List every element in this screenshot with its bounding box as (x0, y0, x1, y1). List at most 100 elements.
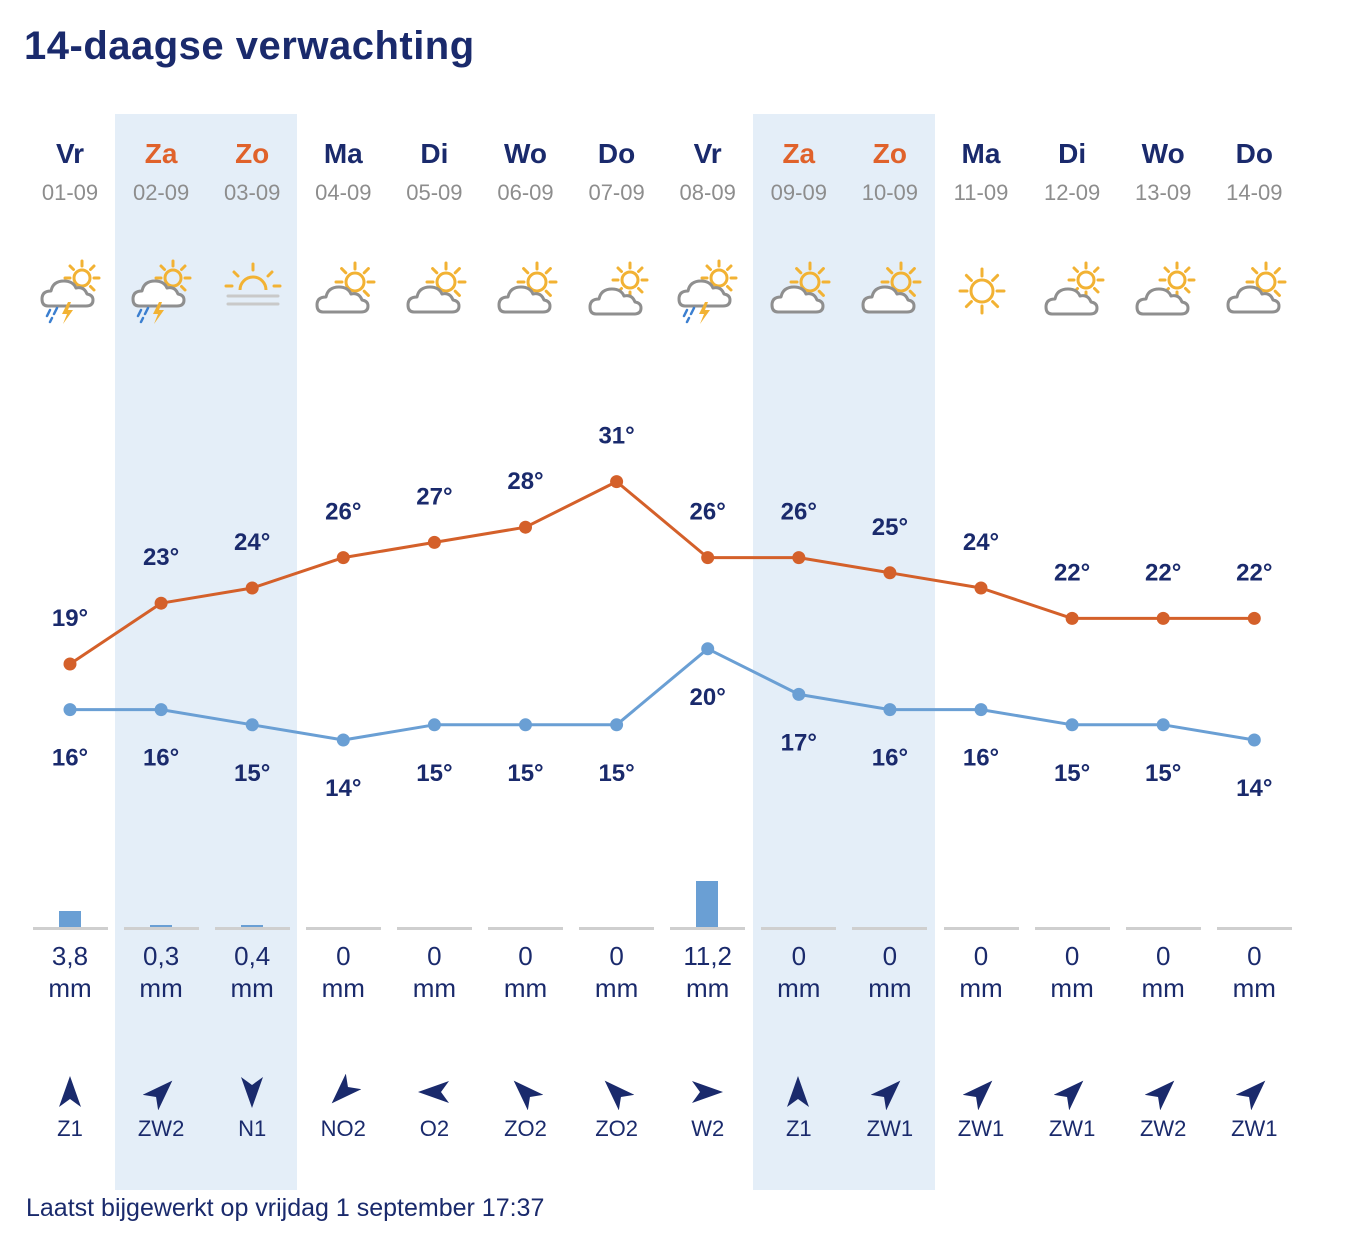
rain-unit: mm (503, 973, 548, 1003)
day-column: Vr 08-09 11,2 mm W2 (662, 0, 753, 1259)
day-date: 06-09 (497, 180, 554, 205)
wind-label: ZW1 (866, 1116, 914, 1141)
day-date: 04-09 (315, 180, 372, 205)
day-name: Zo (872, 138, 907, 169)
wind-direction-arrow-icon (871, 1080, 901, 1110)
wind-label: ZW1 (957, 1116, 1005, 1141)
rain-amount: 0,3 (143, 941, 180, 971)
wind-label: ZW1 (1231, 1116, 1278, 1141)
rain-amount: 0 (609, 941, 624, 971)
partly-cloudy-icon (770, 261, 831, 314)
wind-direction-arrow-icon (417, 1081, 449, 1103)
day-column: Wo 06-09 0 mm ZO2 (480, 0, 571, 1259)
sun-cloud-rain-lightning-icon (677, 259, 738, 324)
rain-amount: 0 (1247, 941, 1262, 971)
wind-direction-arrow-icon (513, 1080, 543, 1110)
rain-unit: mm (1141, 973, 1185, 1003)
rain-bar (240, 925, 263, 927)
wind-direction-arrow-icon (1053, 1080, 1083, 1110)
page-title: 14-daagse verwachting (24, 24, 475, 68)
rain-baseline (1216, 927, 1292, 930)
mostly-cloudy-icon (588, 261, 649, 316)
wind-label: ZO2 (595, 1116, 638, 1141)
wind-label: ZW1 (1048, 1116, 1096, 1141)
wind-direction-arrow-icon (692, 1081, 724, 1103)
partly-cloudy-icon (406, 261, 467, 314)
day-name: Wo (503, 138, 548, 169)
wind-direction-arrow-icon (787, 1076, 810, 1107)
wind-direction-arrow-icon (1235, 1080, 1266, 1110)
rain-baseline (1034, 927, 1110, 930)
rain-amount: 0 (427, 941, 442, 971)
rain-baseline (761, 927, 837, 930)
wind-label: N1 (238, 1116, 267, 1141)
rain-bar (149, 925, 172, 927)
wind-direction-arrow-icon (604, 1080, 635, 1110)
rain-baseline (396, 927, 472, 930)
sun-cloud-rain-lightning-icon (131, 259, 192, 324)
rain-unit: mm (959, 973, 1003, 1003)
rain-unit: mm (139, 973, 183, 1003)
day-column: Za 09-09 0 mm Z1 (753, 0, 844, 1259)
day-date: 09-09 (770, 180, 827, 205)
rain-amount: 11,2 (683, 941, 733, 971)
day-date: 13-09 (1135, 180, 1192, 205)
wind-label: NO2 (320, 1116, 366, 1141)
rain-unit: mm (412, 973, 457, 1003)
day-column: Di 05-09 0 mm O2 (389, 0, 480, 1259)
rain-unit: mm (594, 973, 639, 1003)
day-name: Vr (55, 138, 85, 169)
wind-direction-arrow-icon (58, 1076, 81, 1107)
rain-baseline (214, 927, 290, 930)
rain-amount: 0 (336, 941, 351, 971)
rain-unit: mm (1232, 973, 1276, 1003)
day-name: Do (597, 138, 636, 169)
wind-direction-arrow-icon (962, 1080, 992, 1110)
rain-unit: mm (777, 973, 821, 1003)
rain-baseline (852, 927, 928, 930)
partly-cloudy-icon (497, 261, 558, 314)
day-column: Ma 04-09 0 mm NO2 (298, 0, 389, 1259)
rain-baseline (32, 927, 108, 930)
rain-baseline (670, 927, 746, 930)
rain-amount: 0 (882, 941, 898, 971)
day-date: 11-09 (953, 180, 1009, 205)
mostly-cloudy-icon (1135, 261, 1196, 316)
rain-baseline (1125, 927, 1201, 930)
rain-baseline (123, 927, 199, 930)
day-column: Za 02-09 0,3 mm ZW2 (116, 0, 207, 1259)
day-name: Ma (323, 138, 363, 169)
wind-direction-arrow-icon (331, 1074, 361, 1104)
sun-icon (958, 267, 1005, 315)
rain-unit: mm (321, 973, 365, 1003)
rain-amount: 0 (518, 941, 533, 971)
wind-label: W2 (691, 1116, 725, 1141)
day-name: Di (420, 138, 449, 169)
rain-amount: 0 (1064, 941, 1080, 971)
wind-label: ZW2 (1139, 1116, 1187, 1141)
day-date: 02-09 (132, 180, 190, 205)
day-column: Ma 11-09 0 mm ZW1 (936, 0, 1027, 1259)
day-date: 12-09 (1043, 180, 1101, 205)
day-name: Za (782, 138, 816, 169)
day-column: Zo 10-09 0 mm ZW1 (844, 0, 935, 1259)
rain-unit: mm (48, 973, 92, 1003)
day-column: Wo 13-09 0 mm ZW2 (1118, 0, 1209, 1259)
day-date: 05-09 (406, 180, 463, 205)
rain-bar (58, 911, 81, 927)
rain-unit: mm (868, 973, 912, 1003)
rain-unit: mm (230, 973, 274, 1003)
day-date: 07-09 (588, 180, 645, 205)
rain-unit: mm (686, 973, 730, 1003)
partly-cloudy-icon (861, 261, 922, 314)
sun-fog-icon (224, 262, 282, 306)
wind-label: Z1 (785, 1116, 812, 1141)
day-column: Vr 01-09 3,8 mm Z1 (25, 0, 116, 1259)
day-name: Wo (1141, 138, 1185, 169)
rain-amount: 0 (973, 941, 989, 971)
wind-label: ZO2 (504, 1116, 547, 1141)
rain-baseline (579, 927, 655, 930)
day-date: 08-09 (679, 180, 736, 205)
wind-direction-arrow-icon (142, 1080, 172, 1110)
rain-baseline (488, 927, 563, 930)
